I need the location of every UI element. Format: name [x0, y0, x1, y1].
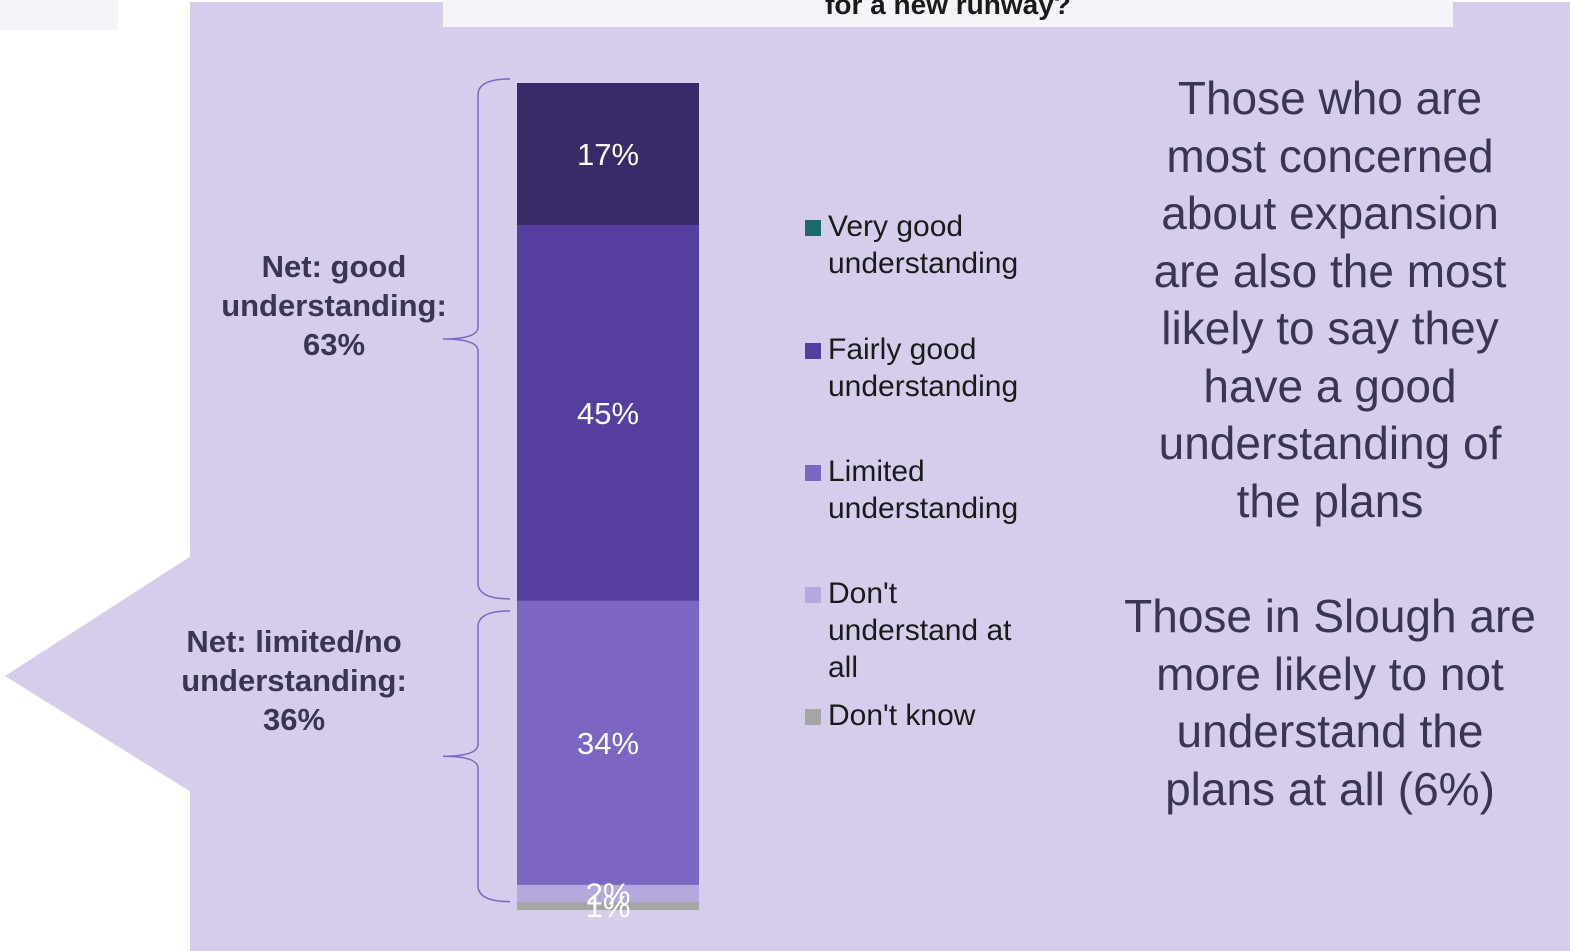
- callout-line: more likely to not: [1156, 647, 1504, 700]
- bar-segment-very-good-understanding: [517, 83, 699, 226]
- chart-title: for a new runway?: [825, 0, 1071, 20]
- callout-line: most concerned: [1166, 129, 1494, 182]
- legend-label-line: Fairly good: [828, 333, 977, 366]
- title-box: for a new runway?: [443, 0, 1453, 27]
- bar-segment-don-t-know: [517, 901, 699, 910]
- callout-line: have a good: [1203, 359, 1457, 412]
- legend-label-line: Very good: [828, 210, 964, 243]
- legend-swatch-dont-know: [805, 709, 821, 725]
- callout-line: Those in Slough are: [1124, 590, 1536, 642]
- callout-line: understand the: [1176, 705, 1484, 757]
- legend-swatch-dont-understand: [805, 587, 821, 603]
- bar-label-don-t-understand-at-all: 2%: [586, 876, 631, 911]
- content-panel: [190, 2, 1570, 951]
- bar-label-limited-understanding: 34%: [577, 726, 639, 761]
- net-good-line: understanding:: [221, 288, 447, 323]
- callout-line: likely to say they: [1161, 302, 1499, 354]
- corner-tab: [0, 0, 118, 30]
- callout-slough: Those in Slough are more likely to not u…: [1110, 588, 1550, 818]
- callout-line: Those who are: [1177, 72, 1483, 124]
- brace-net-good: [442, 78, 511, 600]
- net-good-line: 63%: [302, 327, 366, 362]
- legend-label-line: Don't know: [828, 699, 976, 732]
- net-limited-label: Net: limited/no understanding: 36%: [170, 622, 418, 739]
- net-limited-line: Net: limited/no: [186, 624, 402, 659]
- legend-swatch-fairly-good: [805, 343, 821, 359]
- legend-swatch-limited: [805, 465, 821, 481]
- callout-line: understanding of: [1158, 417, 1502, 469]
- legend-label-line: Don't: [828, 577, 898, 610]
- bar-segment-don-t-understand-at-all: [517, 884, 699, 902]
- legend-label-line: understanding: [828, 492, 1019, 525]
- legend-label-line: understanding: [828, 247, 1019, 280]
- net-limited-line: 36%: [262, 702, 326, 737]
- bar-label-very-good-understanding: 17%: [577, 137, 639, 172]
- net-good-label: Net: good understanding: 63%: [210, 247, 458, 364]
- legend-label-line: understand at: [828, 614, 1012, 647]
- bar-segment-fairly-good-understanding: [517, 225, 699, 601]
- callout-line: plans at all (6%): [1165, 762, 1495, 815]
- callout-line: the plans: [1236, 474, 1424, 527]
- legend-label-line: understanding: [828, 370, 1019, 403]
- legend-label-line: all: [828, 651, 859, 684]
- legend-label-line: Limited: [828, 455, 925, 488]
- legend-swatch-very-good: [805, 220, 821, 236]
- net-limited-line: understanding:: [181, 663, 407, 698]
- bar-label-don-t-know: 1%: [586, 889, 631, 924]
- brace-net-limited: [442, 610, 511, 903]
- callout-line: about expansion: [1161, 187, 1499, 239]
- callout-concerned: Those who are most concerned about expan…: [1120, 70, 1540, 530]
- callout-line: are also the most: [1153, 244, 1507, 297]
- bar-label-fairly-good-understanding: 45%: [577, 396, 639, 431]
- net-good-line: Net: good: [261, 249, 407, 284]
- bar-segment-limited-understanding: [517, 600, 699, 885]
